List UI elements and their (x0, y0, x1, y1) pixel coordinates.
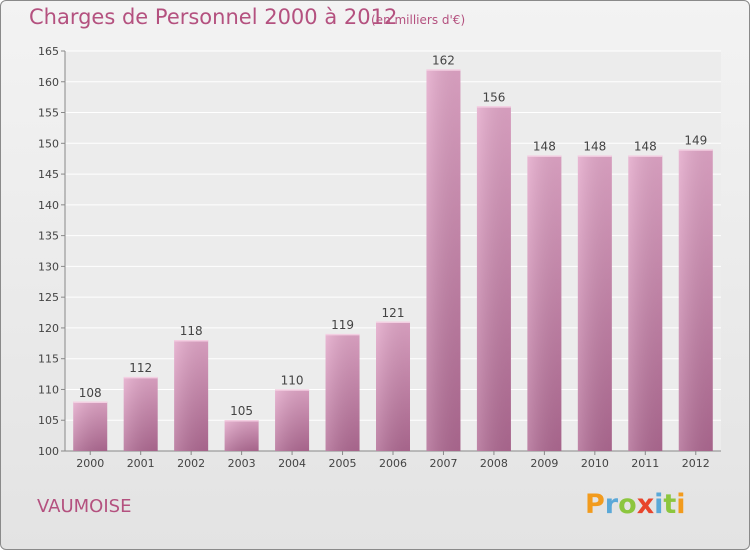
logo-letter: i (654, 489, 664, 520)
y-tick-label: 110 (38, 383, 59, 396)
y-tick-label: 115 (38, 353, 59, 366)
x-tick-label: 2005 (329, 457, 357, 470)
bar-shade (426, 69, 461, 451)
y-tick-label: 160 (38, 76, 59, 89)
data-label: 110 (281, 373, 304, 387)
y-tick-label: 165 (38, 45, 59, 58)
bar-shade (224, 420, 259, 451)
logo-letter: r (604, 489, 619, 520)
y-tick-label: 135 (38, 230, 59, 243)
x-tick-label: 2007 (429, 457, 457, 470)
bar-shade (628, 155, 663, 451)
x-tick-label: 2011 (631, 457, 659, 470)
data-label: 148 (634, 140, 657, 154)
bar-shade (376, 321, 410, 451)
x-tick-label: 2012 (682, 457, 710, 470)
bar-shade (275, 389, 310, 451)
x-tick-label: 2000 (76, 457, 104, 470)
data-label: 121 (382, 306, 405, 320)
logo-letter: P (585, 489, 605, 520)
bar-shade (325, 334, 360, 451)
data-label: 108 (79, 386, 102, 400)
bar-shade (577, 155, 612, 451)
bar-shade (476, 106, 511, 451)
commune-name: VAUMOISE (37, 496, 132, 517)
x-tick-label: 2002 (177, 457, 205, 470)
bar-shade (678, 149, 713, 451)
y-tick-label: 120 (38, 322, 59, 335)
data-label: 156 (482, 90, 505, 104)
data-label: 118 (180, 324, 203, 338)
logo-letter: o (618, 489, 637, 520)
data-label: 162 (432, 53, 455, 67)
chart-title: Charges de Personnel 2000 à 2012 (29, 5, 398, 29)
data-label: 105 (230, 404, 253, 418)
y-tick-label: 155 (38, 107, 59, 120)
y-tick-label: 130 (38, 260, 59, 273)
proxiti-logo: Proxiti (585, 489, 686, 520)
x-tick-label: 2006 (379, 457, 407, 470)
data-label: 148 (533, 140, 556, 154)
bar-shade (527, 155, 562, 451)
y-tick-label: 125 (38, 291, 59, 304)
x-tick-label: 2003 (228, 457, 256, 470)
logo-letter: i (676, 489, 686, 520)
x-tick-label: 2004 (278, 457, 306, 470)
y-tick-label: 105 (38, 414, 59, 427)
data-label: 112 (129, 361, 152, 375)
data-label: 148 (583, 140, 606, 154)
y-tick-label: 145 (38, 168, 59, 181)
y-tick-label: 140 (38, 199, 59, 212)
logo-letter: t (663, 489, 677, 520)
data-label: 119 (331, 318, 354, 332)
x-tick-label: 2010 (581, 457, 609, 470)
bar-shade (73, 401, 108, 451)
bar-shade (123, 377, 158, 451)
y-tick-label: 100 (38, 445, 59, 458)
chart-subtitle: (en milliers d'€) (371, 13, 466, 27)
bar-shade (174, 340, 209, 451)
x-tick-label: 2008 (480, 457, 508, 470)
x-tick-label: 2001 (127, 457, 155, 470)
logo-letter: x (636, 489, 655, 520)
x-tick-label: 2009 (530, 457, 558, 470)
data-label: 149 (684, 133, 707, 147)
y-tick-label: 150 (38, 137, 59, 150)
